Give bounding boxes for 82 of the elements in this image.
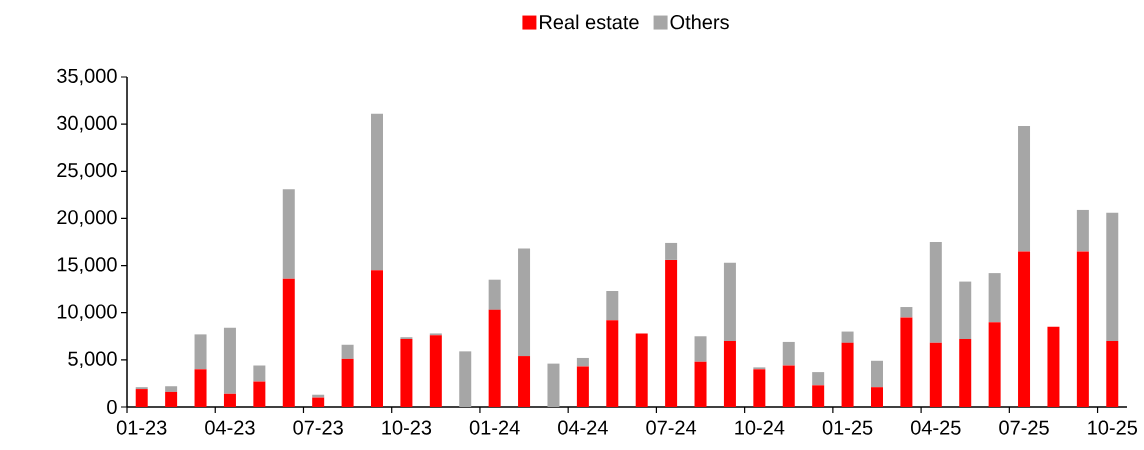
bar [929,342,942,407]
bar [194,369,207,407]
x-tick-label: 04-23 [205,420,255,435]
bar [253,381,266,407]
bar [900,307,913,318]
x-tick-label: 10-25 [1088,420,1137,435]
y-tick-label: 25,000 [57,163,117,180]
bar [371,113,383,271]
y-tick-label: 0 [107,399,117,415]
bar [988,322,1001,407]
bar [1047,326,1060,407]
bar [194,334,207,370]
bar [635,333,648,407]
bar [665,242,678,260]
bar [312,397,325,407]
bar [782,341,795,366]
x-tick-label: 10-24 [735,420,785,435]
bar [1076,251,1089,407]
x-tick-label: 01-23 [116,420,167,435]
bar [547,363,560,407]
x-tick-label: 07-24 [646,420,697,435]
bar [282,189,295,279]
bar [665,259,678,407]
bar [929,241,942,343]
x-tick-label: 10-23 [382,420,432,435]
x-tick-label: 07-23 [293,420,343,435]
bar [723,262,736,341]
bar [841,342,854,407]
bar [959,339,972,407]
bar [1018,251,1031,407]
bar [576,366,589,407]
bar [870,360,883,388]
bar [223,327,236,394]
bar [488,279,501,310]
y-tick-label: 15,000 [57,257,117,274]
bar [135,389,148,407]
bar [253,365,266,382]
bar [1106,340,1119,407]
bar [694,361,707,407]
bar [870,387,883,407]
bar [988,273,1001,323]
bar [165,391,178,407]
bar [488,309,501,407]
bar [753,369,766,407]
legend-label: Others [670,14,729,30]
bar [165,386,178,392]
bar [782,365,795,407]
bar [400,339,413,407]
bar [841,331,854,343]
bar [1076,209,1089,252]
y-tick-label: 35,000 [57,68,117,86]
x-tick-label: 07-25 [999,420,1049,435]
x-tick-label: 01-25 [822,420,873,435]
legend-label: Real estate [540,14,639,30]
bar [694,336,707,362]
bar [341,344,354,359]
bar [223,393,236,407]
bar [518,248,531,357]
y-tick-label: 10,000 [57,304,117,321]
y-tick-label: 5,000 [68,351,117,369]
y-tick-label: 20,000 [57,210,117,227]
bar [312,394,325,398]
y-tick-label: 30,000 [57,115,117,133]
bar [606,291,619,321]
bar [371,270,383,407]
bar [282,278,295,407]
x-tick-label: 04-24 [558,420,608,435]
bar [1106,212,1119,341]
bar [341,358,354,407]
x-tick-label: 01-24 [469,420,520,435]
bar [459,351,472,407]
bar [812,372,825,386]
bar [900,317,913,407]
bar [723,340,736,407]
bar [576,357,589,367]
bar [812,385,825,407]
bar [518,356,531,407]
x-tick-label: 04-25 [911,420,961,435]
bar [959,281,972,340]
bar [429,335,442,407]
bar [606,320,619,407]
bar [1018,126,1031,252]
